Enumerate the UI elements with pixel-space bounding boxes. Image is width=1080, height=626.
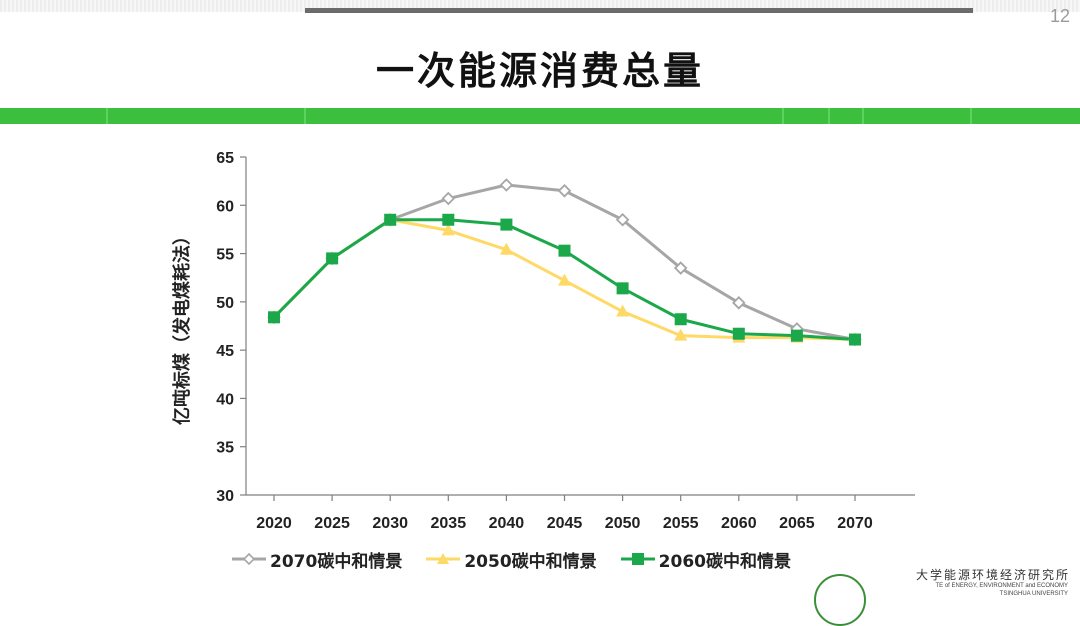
x-tick-label: 2025 (314, 515, 350, 532)
y-tick-label: 50 (216, 295, 234, 312)
green-band (0, 108, 1080, 124)
chart-axes: 30 35 40 45 50 55 60 65 2020 2025 2030 2035 2040 2045… (171, 150, 915, 532)
institute-name-en-line2: TSINGHUA UNIVERSITY (999, 591, 1068, 597)
point-triangle (558, 273, 571, 286)
point-diamond (499, 178, 514, 192)
point-triangle (616, 304, 630, 317)
point-square (674, 313, 687, 326)
y-tick-label: 40 (216, 391, 234, 408)
top-bar (305, 8, 973, 13)
point-diamond (615, 212, 630, 227)
point-square (616, 282, 629, 295)
point-square (732, 327, 745, 340)
x-tick-label: 2045 (547, 515, 583, 532)
point-triangle (674, 328, 688, 341)
point-square (326, 252, 339, 265)
x-tick-label: 2050 (605, 515, 641, 532)
chart-markers (267, 178, 862, 347)
point-square (558, 244, 571, 257)
point-diamond (732, 296, 746, 310)
point-diamond (441, 191, 456, 206)
y-tick-label: 60 (216, 198, 234, 215)
line-chart: 30 35 40 45 50 55 60 65 2020 2025 2030 2035 2040 2045… (171, 150, 915, 532)
chart-series (272, 183, 856, 342)
point-diamond (673, 261, 688, 275)
point-square (500, 218, 513, 231)
legend-label-2050: 2050碳中和情景 (464, 551, 597, 572)
slide-title: 一次能源消费总量 (375, 49, 704, 93)
x-tick-label: 2020 (256, 515, 292, 532)
legend-label-2070: 2070碳中和情景 (270, 551, 403, 572)
y-axis-title: 亿吨标煤（发电煤耗法） (171, 227, 193, 425)
y-tick-label: 55 (216, 247, 234, 264)
x-tick-label: 2055 (663, 515, 699, 532)
y-tick-label: 35 (216, 440, 234, 457)
point-square (790, 329, 803, 342)
page-number: 12 (1049, 6, 1070, 26)
x-tick-label: 2060 (721, 515, 757, 532)
legend-swatch-2050 (426, 553, 461, 564)
point-triangle (499, 242, 513, 255)
series-line-0 (272, 183, 856, 341)
institute-name-en: TE of ENERGY, ENVIRONMENT and ECONOMY TS… (936, 582, 1068, 598)
point-triangle (441, 223, 455, 236)
x-tick-label: 2070 (837, 515, 873, 532)
y-tick-label: 65 (216, 150, 234, 167)
institute-name-cn: 大学能源环境经济研究所 (915, 568, 1070, 582)
legend-item-2060: 2060碳中和情景 (620, 547, 791, 572)
university-seal-icon (814, 574, 866, 626)
point-diamond (557, 184, 572, 198)
institute-name-en-line1: TE of ENERGY, ENVIRONMENT and ECONOMY (935, 583, 1068, 589)
legend-label-2060: 2060碳中和情景 (658, 551, 791, 572)
point-square (384, 213, 397, 226)
chart-legend: 2070碳中和情景 2050碳中和情景 2060碳中和情景 (232, 546, 791, 572)
legend-swatch-2060 (620, 553, 655, 565)
y-tick-label: 30 (216, 488, 234, 505)
x-tick-label: 2035 (431, 515, 467, 532)
x-tick-label: 2040 (489, 515, 525, 532)
point-square (268, 311, 280, 324)
point-square (442, 213, 455, 226)
legend-item-2050: 2050碳中和情景 (426, 547, 597, 572)
x-tick-label: 2030 (372, 515, 408, 532)
legend-item-2070: 2070碳中和情景 (232, 547, 402, 572)
point-square (849, 333, 861, 346)
x-tick-label: 2065 (779, 515, 815, 532)
legend-swatch-2070 (232, 552, 266, 566)
y-tick-label: 45 (216, 343, 234, 360)
